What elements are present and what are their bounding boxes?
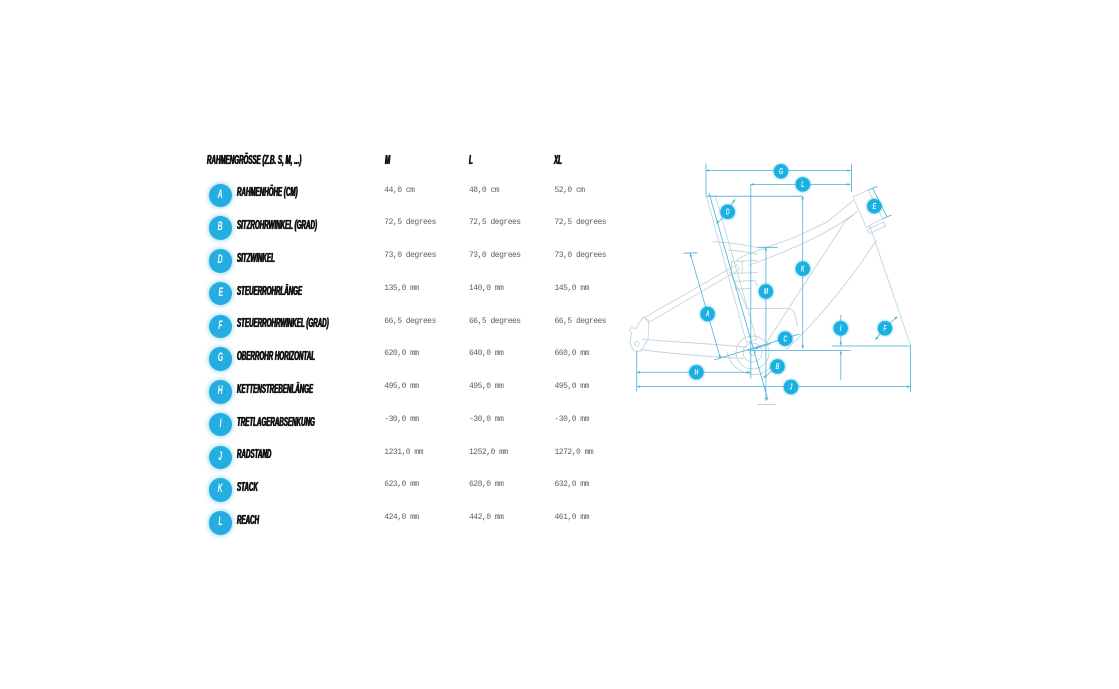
svg-text:B: B bbox=[776, 363, 780, 371]
svg-text:F: F bbox=[883, 325, 887, 333]
svg-text:K: K bbox=[801, 265, 805, 273]
svg-text:G: G bbox=[779, 168, 783, 176]
svg-text:J: J bbox=[790, 384, 793, 392]
svg-text:I: I bbox=[840, 325, 842, 333]
svg-text:C: C bbox=[783, 335, 787, 343]
svg-text:E: E bbox=[873, 203, 877, 211]
svg-text:L: L bbox=[801, 181, 804, 189]
svg-text:M: M bbox=[764, 288, 768, 296]
svg-text:D: D bbox=[726, 208, 730, 216]
svg-text:H: H bbox=[695, 369, 699, 377]
svg-text:A: A bbox=[705, 311, 710, 319]
